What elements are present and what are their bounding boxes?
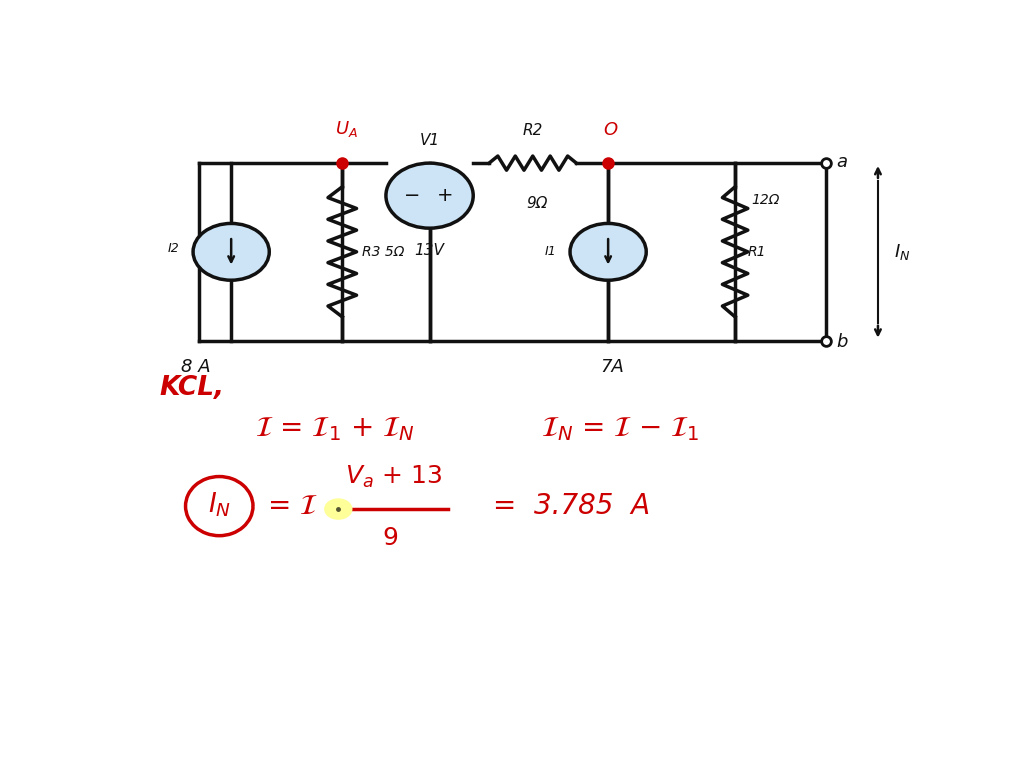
Text: 9: 9 (382, 525, 398, 550)
Text: $U_A$: $U_A$ (335, 120, 357, 140)
Circle shape (325, 499, 352, 519)
Text: $I_N$: $I_N$ (208, 490, 230, 518)
Text: =  3.785  A: = 3.785 A (494, 492, 650, 520)
Text: R1: R1 (748, 245, 766, 259)
Text: I1: I1 (545, 245, 556, 258)
Text: R3 5Ω: R3 5Ω (362, 245, 404, 259)
Text: 12Ω: 12Ω (751, 193, 779, 207)
Text: $\mathcal{I}_N$ = $\mathcal{I}$ $-$ $\mathcal{I}_1$: $\mathcal{I}_N$ = $\mathcal{I}$ $-$ $\ma… (541, 415, 698, 443)
Text: I$_N$: I$_N$ (894, 242, 910, 262)
Text: O: O (603, 121, 617, 140)
Circle shape (570, 223, 646, 280)
Text: −: − (403, 186, 420, 205)
Text: b: b (837, 333, 848, 351)
Text: = $\mathcal{I}$: = $\mathcal{I}$ (267, 492, 317, 520)
Text: KCL,: KCL, (160, 375, 224, 401)
Text: 7A: 7A (600, 359, 624, 376)
Text: R2: R2 (522, 124, 543, 138)
Text: 9Ω: 9Ω (526, 196, 548, 210)
Text: I2: I2 (167, 243, 179, 256)
Text: 13V: 13V (415, 243, 444, 258)
Circle shape (386, 163, 473, 228)
Text: $\mathcal{I}$ = $\mathcal{I}_1$ + $\mathcal{I}_N$: $\mathcal{I}$ = $\mathcal{I}_1$ + $\math… (255, 415, 415, 443)
Text: a: a (837, 153, 848, 171)
Text: +: + (437, 186, 454, 205)
Text: V1: V1 (420, 134, 439, 148)
Text: $V_a$ + 13: $V_a$ + 13 (345, 463, 442, 489)
Text: 8 A: 8 A (180, 359, 210, 376)
Circle shape (194, 223, 269, 280)
